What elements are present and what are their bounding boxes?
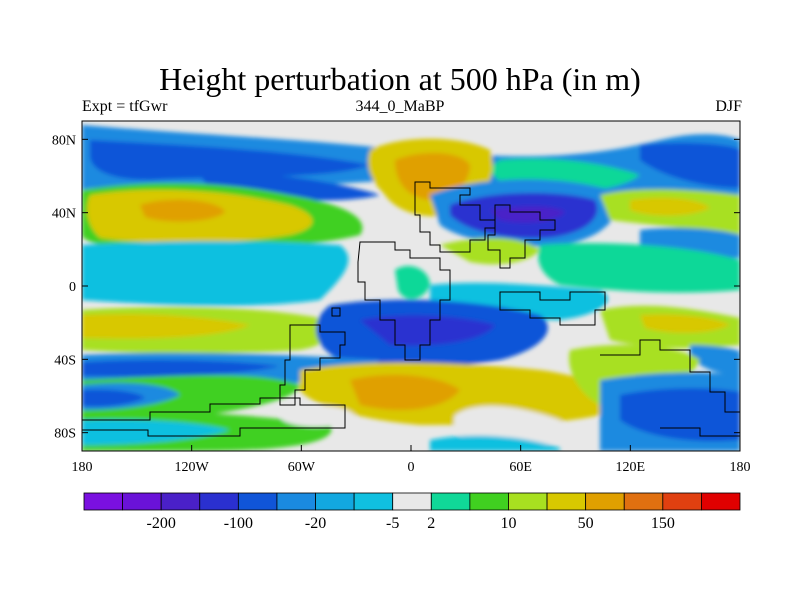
antarctica-outline xyxy=(660,427,740,437)
colorbar-swatch xyxy=(662,492,702,511)
lat-tick-label: 40S xyxy=(54,353,76,368)
contour-region-dark-blue xyxy=(82,359,280,377)
colorbar-label: 10 xyxy=(500,515,516,532)
contour-region-dark-blue xyxy=(620,388,740,442)
africa-outline xyxy=(357,241,451,361)
contour-field xyxy=(82,121,740,451)
lat-tick-label: 80S xyxy=(54,427,76,442)
lon-tick-label: 0 xyxy=(408,460,415,475)
contour-region-dark-blue xyxy=(82,389,145,407)
colorbar-swatch xyxy=(392,492,432,511)
colorbar-swatch xyxy=(122,492,162,511)
contour-region-neutral xyxy=(282,405,356,427)
lon-tick-label: 60W xyxy=(288,460,316,475)
colorbar-swatch xyxy=(83,492,123,511)
contour-region-cyan xyxy=(82,419,230,445)
colorbar-label: 50 xyxy=(578,515,594,532)
colorbar-swatch xyxy=(430,492,471,511)
contour-region-green xyxy=(395,265,430,300)
colorbar-swatch xyxy=(701,492,741,511)
colorbar-swatch xyxy=(276,492,316,511)
contour-region-orange xyxy=(350,374,460,410)
europe-outline xyxy=(414,181,496,253)
contour-region-cyan xyxy=(430,435,560,451)
colorbar-swatch xyxy=(623,492,664,511)
colorbar-swatch xyxy=(546,492,587,511)
lat-tick-label: 0 xyxy=(69,280,76,295)
contour-region-orange xyxy=(140,199,225,222)
colorbar-swatch xyxy=(199,492,239,511)
figure-title: Height perturbation at 500 hPa (in m) xyxy=(159,61,641,97)
colorbar-label: -200 xyxy=(147,515,176,532)
contour-region-yellow xyxy=(630,197,710,216)
australia-outline xyxy=(499,291,606,326)
lon-tick-label: 120E xyxy=(616,460,646,475)
colorbar-label: 2 xyxy=(427,515,435,532)
season-label: DJF xyxy=(715,98,742,115)
lat-tick-label: 40N xyxy=(52,207,76,222)
contour-region-indigo xyxy=(360,315,495,346)
epoch-label: 344_0_MaBP xyxy=(355,98,445,115)
colorbar-swatch xyxy=(585,492,625,511)
contour-region-blue xyxy=(690,345,740,375)
colorbar-label: -100 xyxy=(224,515,253,532)
asia-outline xyxy=(487,204,556,269)
continent-outlines xyxy=(82,181,740,437)
lon-tick-label: 180 xyxy=(72,460,93,475)
antarctica-outline xyxy=(600,339,740,413)
contour-region-yellow xyxy=(82,313,250,339)
contour-region-cyan xyxy=(82,241,349,306)
contour-region-green xyxy=(538,243,740,293)
colorbar-label: -5 xyxy=(386,515,399,532)
colorbar-swatch xyxy=(237,492,278,511)
lon-tick-label: 180 xyxy=(730,460,751,475)
contour-region-dark-blue xyxy=(90,140,370,180)
lat-tick-label: 80N xyxy=(52,133,76,148)
colorbar-swatch xyxy=(508,492,548,511)
colorbar-swatch xyxy=(469,492,509,511)
longitude-axis: 180 120W 60W 0 60E 120E 180 xyxy=(72,445,751,475)
colorbar: -200 -100 -20 -5 2 10 50 150 xyxy=(83,492,741,532)
colorbar-swatch xyxy=(160,492,201,511)
colorbar-swatch xyxy=(353,492,394,511)
colorbar-label: 150 xyxy=(651,515,675,532)
contour-region-yellow xyxy=(640,314,730,333)
colorbar-label: -20 xyxy=(305,515,326,532)
south-america-outline xyxy=(279,324,346,406)
latitude-axis: 80N 40N 0 40S 80S xyxy=(52,133,740,442)
lon-tick-label: 120W xyxy=(175,460,210,475)
experiment-label: Expt = tfGwr xyxy=(82,98,168,115)
antarctica-outline xyxy=(82,397,346,437)
island-outline xyxy=(331,307,341,317)
lon-tick-label: 60E xyxy=(509,460,532,475)
colorbar-swatch xyxy=(315,492,355,511)
contour-region-indigo xyxy=(490,206,565,223)
contour-region-dark-blue xyxy=(640,142,740,188)
